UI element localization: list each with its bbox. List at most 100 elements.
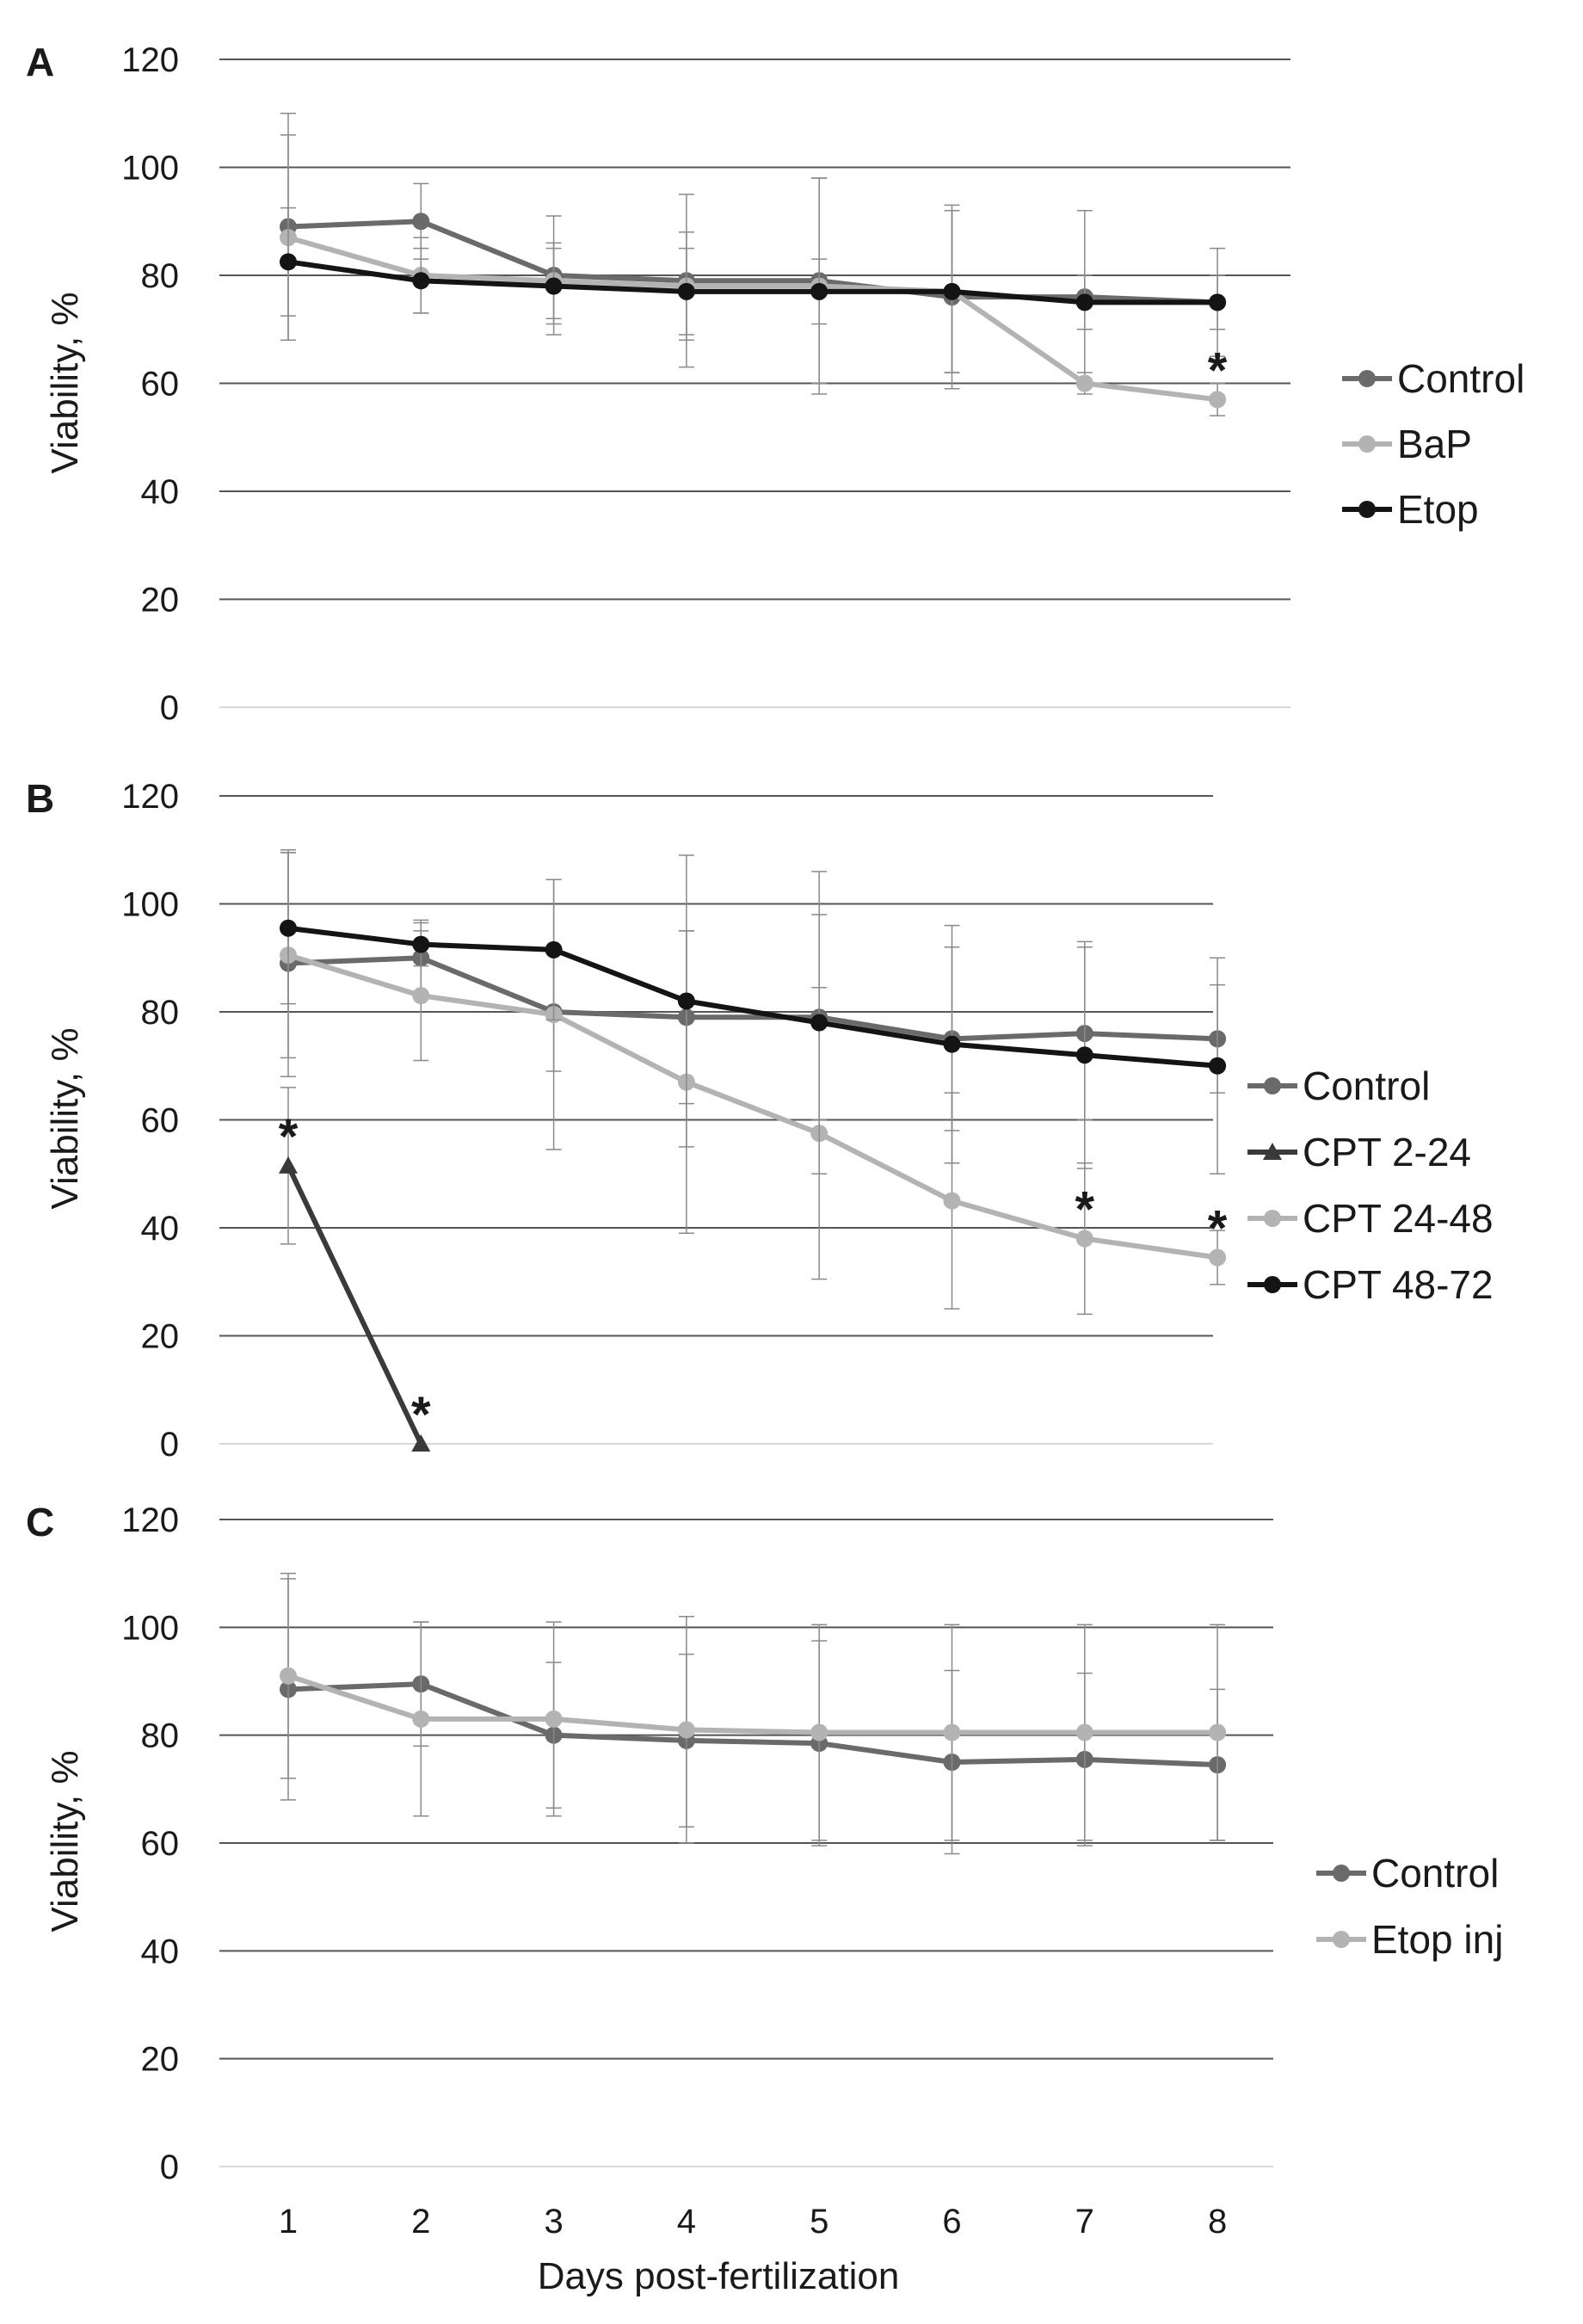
- legend-item: CPT 24-48: [1247, 1196, 1494, 1241]
- series-cpt-2-24: [279, 1087, 431, 1452]
- legend-marker: [1264, 1210, 1281, 1227]
- significance-marker: *: [1208, 342, 1228, 398]
- legend-label: Etop: [1397, 487, 1479, 532]
- x-tick-label: 4: [677, 2203, 696, 2241]
- legend-item: Control: [1342, 356, 1524, 401]
- x-axis-label: Days post-fertilization: [538, 2255, 900, 2297]
- legend-marker: [1333, 1865, 1350, 1882]
- data-point: [280, 253, 297, 271]
- data-point: [943, 1192, 961, 1210]
- data-point: [677, 992, 695, 1010]
- legend-item: Control: [1247, 1063, 1430, 1108]
- x-tick-label: 6: [942, 2203, 961, 2241]
- data-point: [810, 282, 828, 300]
- y-tick-label: 80: [141, 257, 180, 295]
- series-etop: [280, 207, 1227, 373]
- legend-label: Control: [1303, 1063, 1430, 1108]
- legend-marker: [1358, 370, 1376, 387]
- y-tick-label: 60: [141, 1102, 180, 1140]
- y-tick-label: 60: [141, 366, 180, 404]
- legend-label: BaP: [1397, 422, 1472, 466]
- legend-item: Control: [1316, 1851, 1499, 1896]
- legend-marker: [1263, 1143, 1282, 1160]
- data-point: [545, 1710, 563, 1728]
- legend-marker: [1358, 435, 1376, 453]
- data-point: [280, 1667, 297, 1685]
- series-line: [287, 259, 1218, 305]
- series-line: [287, 1673, 1218, 1735]
- data-point: [1075, 374, 1093, 392]
- legend-marker: [1333, 1931, 1350, 1948]
- legend-label: Control: [1371, 1851, 1499, 1896]
- series-line: [286, 1164, 424, 1446]
- data-point: [1209, 391, 1227, 409]
- data-point: [1075, 1723, 1093, 1741]
- significance-marker: *: [279, 1109, 299, 1165]
- series-line: [287, 952, 1218, 1261]
- series-line: [287, 235, 1218, 403]
- legend-label: CPT 2-24: [1303, 1130, 1471, 1174]
- y-tick-label: 20: [141, 582, 180, 620]
- data-point: [279, 1156, 298, 1174]
- y-tick-label: 100: [121, 886, 179, 924]
- data-point: [943, 1035, 961, 1053]
- series-cpt-48-72: [280, 852, 1227, 1174]
- x-tick-label: 3: [544, 2203, 563, 2241]
- data-point: [412, 213, 430, 231]
- y-tick-label: 0: [160, 689, 179, 727]
- legend-label: Control: [1397, 356, 1524, 401]
- legend-item: CPT 48-72: [1247, 1262, 1494, 1307]
- x-tick-label: 1: [279, 2203, 298, 2241]
- y-tick-label: 80: [141, 1717, 180, 1755]
- legend-item: Etop inj: [1316, 1917, 1503, 1962]
- y-tick-label: 60: [141, 1825, 180, 1863]
- panel-letter: B: [26, 776, 54, 821]
- y-axis-label: Viability, %: [44, 1750, 86, 1932]
- y-axis-label: Viability, %: [44, 1027, 86, 1209]
- y-tick-label: 40: [141, 473, 180, 511]
- data-point: [677, 282, 695, 300]
- y-tick-label: 120: [121, 1501, 179, 1539]
- data-point: [412, 935, 430, 953]
- y-tick-label: 100: [121, 1609, 179, 1647]
- y-tick-label: 40: [141, 1933, 180, 1970]
- data-point: [1075, 1046, 1093, 1064]
- data-point: [545, 277, 563, 295]
- data-point: [412, 272, 430, 290]
- y-axis-label: Viability, %: [44, 292, 86, 473]
- data-point: [810, 1014, 828, 1032]
- x-tick-label: 5: [810, 2203, 828, 2241]
- y-tick-label: 80: [141, 994, 180, 1032]
- panel-a: A 0 20 40 60 80 100 120 Viability, % Control BaP Et…: [26, 40, 1524, 727]
- data-point: [677, 1721, 695, 1739]
- data-point: [411, 1434, 431, 1452]
- legend-label: CPT 24-48: [1303, 1196, 1494, 1241]
- x-tick-label: 7: [1075, 2203, 1094, 2241]
- data-point: [545, 940, 563, 959]
- panel-letter: A: [26, 40, 54, 84]
- data-point: [1209, 293, 1227, 311]
- y-tick-label: 100: [121, 150, 179, 188]
- panel-c: C 0 20 40 60 80 100 120 Viability, % Control Etop …: [26, 1500, 1503, 2186]
- data-point: [1209, 1723, 1227, 1741]
- series-line: [287, 219, 1218, 305]
- y-tick-label: 120: [121, 41, 179, 79]
- y-tick-label: 20: [141, 2041, 180, 2079]
- legend-marker: [1264, 1077, 1281, 1094]
- data-point: [1209, 1248, 1227, 1267]
- data-point: [810, 1723, 828, 1741]
- x-tick-label: 8: [1208, 2203, 1227, 2241]
- panel-letter: C: [26, 1500, 54, 1544]
- y-tick-label: 40: [141, 1210, 180, 1248]
- y-tick-label: 0: [160, 2148, 179, 2186]
- legend-label: CPT 48-72: [1303, 1262, 1494, 1307]
- data-point: [280, 919, 297, 937]
- data-point: [1075, 293, 1093, 311]
- panel-b: B 0 20 40 60 80 100 120 Viability, % Control CPT 2…: [26, 776, 1494, 1464]
- significance-marker: *: [1208, 1201, 1228, 1257]
- significance-marker: *: [1075, 1182, 1095, 1238]
- data-point: [412, 987, 430, 1005]
- legend-item: Etop: [1342, 487, 1479, 532]
